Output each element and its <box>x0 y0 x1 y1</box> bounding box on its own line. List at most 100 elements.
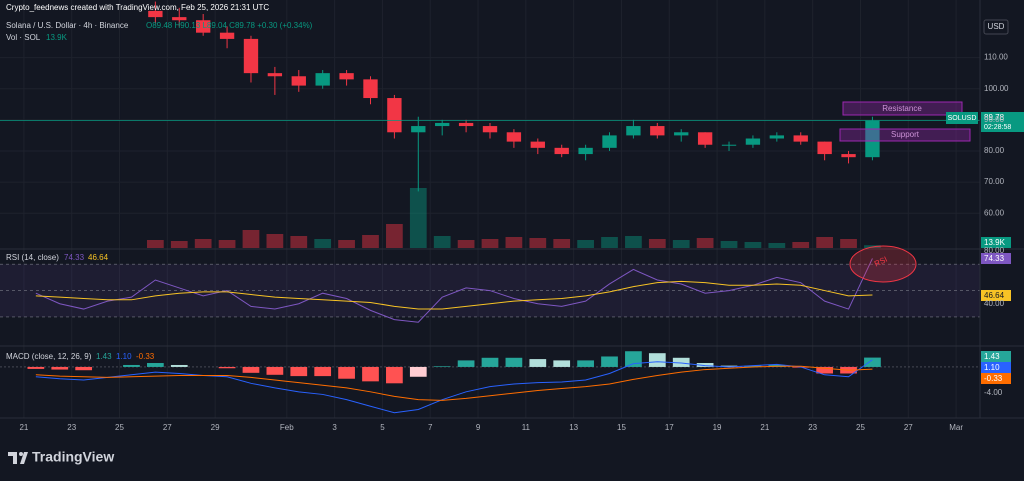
x-tick-label: 7 <box>428 423 433 432</box>
resistance-label: Resistance <box>882 104 922 113</box>
candle-body <box>793 135 808 142</box>
histogram-bar <box>625 351 642 367</box>
y-tick-label: 60.00 <box>984 208 1005 217</box>
macd-value: 1.10 <box>116 352 132 361</box>
y-tick-label: 80.00 <box>984 146 1005 155</box>
volume-bar <box>170 241 188 248</box>
histogram-bar <box>123 364 140 367</box>
candle-body <box>148 10 163 18</box>
candle-body <box>745 138 761 145</box>
volume-bar <box>720 241 738 248</box>
x-tick-label: 23 <box>808 423 817 432</box>
x-tick-label: 25 <box>115 423 124 432</box>
candle-body <box>817 141 832 155</box>
histogram-bar <box>744 365 762 367</box>
histogram-bar <box>51 366 69 370</box>
candle-body <box>267 73 283 77</box>
volume-bar <box>266 234 284 248</box>
footer <box>0 440 1024 476</box>
histogram-bar <box>864 357 881 367</box>
x-tick-label: 13 <box>569 423 578 432</box>
volume-bar <box>433 236 451 248</box>
x-tick-label: 27 <box>163 423 172 432</box>
signal-tag-label: -0.33 <box>984 374 1003 383</box>
histogram-bar <box>362 366 379 382</box>
y-tick-label: 40.00 <box>984 299 1005 308</box>
candle-body <box>458 122 474 127</box>
volume-bar <box>242 230 260 248</box>
symbol: Solana / U.S. Dollar · 4h · Binance <box>6 21 129 30</box>
x-tick-label: 27 <box>904 423 913 432</box>
currency-button[interactable] <box>983 19 1009 35</box>
histogram-bar <box>147 363 164 367</box>
y-tick-label: 70.00 <box>984 177 1005 186</box>
x-tick-label: 11 <box>522 423 531 432</box>
resistance-box <box>842 101 963 116</box>
volume-bar <box>505 237 523 248</box>
volume-bar <box>768 243 786 248</box>
macd-hist-tag-label: 1.43 <box>984 352 1000 361</box>
candle-body <box>387 98 402 133</box>
candle-body <box>482 126 498 133</box>
histogram-bar <box>481 357 499 367</box>
histogram-bar <box>529 359 547 367</box>
x-tick-label: 5 <box>380 423 385 432</box>
currency[interactable]: USD <box>988 22 1005 31</box>
volume-bar <box>529 238 547 248</box>
volume-bar <box>194 239 212 248</box>
candle-body <box>411 126 426 133</box>
candle-body <box>291 76 306 86</box>
histogram-bar <box>314 366 332 377</box>
candle-body <box>315 73 330 86</box>
candle-body <box>697 132 713 145</box>
histogram-bar <box>577 360 594 367</box>
signal-tag <box>981 373 1011 384</box>
volume-bar <box>625 236 642 248</box>
histogram-bar <box>27 366 45 369</box>
candle-body <box>674 132 689 136</box>
y-tick-label: 100.00 <box>984 84 1009 93</box>
histogram-bar <box>672 357 690 367</box>
histogram-bar <box>409 366 427 377</box>
volume-bar <box>840 239 857 248</box>
macd-tag-label: 1.10 <box>984 363 1000 372</box>
tradingview-logo <box>8 452 28 464</box>
volume-bar <box>792 242 810 248</box>
candle-body <box>769 135 784 139</box>
volume-bar <box>362 235 379 248</box>
histogram-bar <box>338 366 355 379</box>
x-tick-label: 21 <box>19 423 28 432</box>
candle-body <box>554 147 569 155</box>
histogram-bar <box>457 360 475 367</box>
histogram-bar <box>75 366 93 371</box>
histogram-bar <box>648 353 666 367</box>
plot-area <box>0 0 980 418</box>
histogram-bar <box>816 366 833 374</box>
volume-title: Vol · SOL <box>6 33 41 42</box>
x-tick-label: 19 <box>713 423 722 432</box>
candle-body <box>506 132 522 142</box>
x-tick-label: 21 <box>760 423 769 432</box>
histogram-bar <box>218 366 236 369</box>
credit: Crypto_feednews created with TradingView… <box>6 3 269 12</box>
x-tick-label: Feb <box>280 423 294 432</box>
y-tick-label: -4.00 <box>984 388 1003 397</box>
volume-bar <box>314 239 332 248</box>
rsi-circle <box>849 245 917 283</box>
x-tick-label: 25 <box>856 423 865 432</box>
rsi-ma-value: 46.64 <box>88 253 109 262</box>
histogram-bar <box>720 365 738 367</box>
candle-body <box>219 32 235 39</box>
support-label: Support <box>891 130 920 139</box>
volume-bar <box>816 237 833 248</box>
candle-body <box>196 20 211 33</box>
histogram-bar <box>433 366 451 367</box>
price-tag <box>981 112 1024 132</box>
candle-body <box>626 126 641 136</box>
rsi-ma-tag <box>981 290 1011 301</box>
macd-hist-tag <box>981 351 1011 362</box>
rsi-value: 74.33 <box>64 253 85 262</box>
x-tick-label: 17 <box>665 423 674 432</box>
volume-tag-label: 13.9K <box>984 238 1006 247</box>
